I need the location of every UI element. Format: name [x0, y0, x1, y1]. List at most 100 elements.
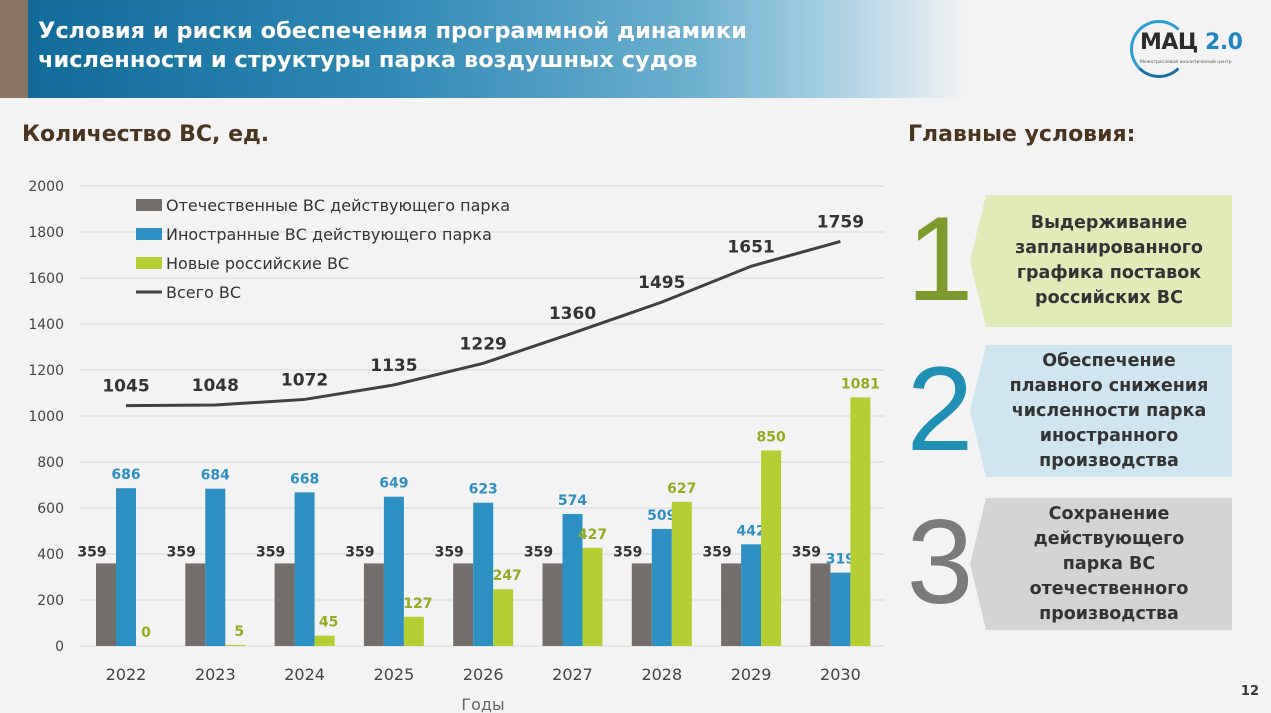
header-accent-strip [0, 0, 28, 98]
bar-2025-s3 [403, 616, 424, 646]
data-label: 509 [647, 508, 676, 524]
condition-text: Обеспечение плавного снижения численност… [1009, 350, 1209, 471]
x-tick-label: 2023 [195, 665, 236, 684]
header-banner [0, 0, 1271, 98]
data-label: 127 [403, 596, 432, 612]
title-line-1: Условия и риски обеспечения программной … [38, 18, 747, 44]
data-label: 359 [792, 544, 821, 560]
bar-2023-s3 [225, 644, 246, 646]
total-data-label: 1759 [817, 212, 864, 232]
total-data-label: 1495 [638, 273, 685, 293]
condition-text: Сохранение действующего парка ВС отечест… [1029, 503, 1189, 624]
bar-2023-s1 [185, 563, 206, 646]
bar-2024-s3 [314, 635, 335, 646]
data-label: 45 [319, 615, 338, 631]
x-tick-label: 2025 [374, 665, 415, 684]
y-tick-label: 1600 [28, 271, 64, 287]
data-label: 627 [667, 481, 696, 497]
y-tick-label: 1800 [28, 225, 64, 241]
data-label: 359 [702, 544, 731, 560]
x-tick-label: 2022 [106, 665, 147, 684]
chart: 0 200 400 600 800 1000 1200 1400 1600 1800 2000 359… [28, 179, 885, 713]
x-axis-label: Годы [461, 695, 504, 713]
y-tick-label: 600 [37, 501, 64, 517]
logo-subtitle: Межотраслевой аналитический центр [1140, 60, 1232, 65]
bar-2029-s3 [761, 450, 782, 646]
bar-2026-s1 [453, 563, 474, 646]
bar-2029-s1 [721, 563, 742, 646]
condition-number-2: 2 [906, 342, 974, 476]
x-tick-label: 2026 [463, 665, 504, 684]
y-tick-label: 1200 [28, 363, 64, 379]
data-label: 359 [167, 544, 196, 560]
total-line [125, 239, 841, 408]
chart-heading: Количество ВС, ед. [22, 122, 270, 147]
bar-2024-s1 [274, 563, 295, 646]
logo: МАЦ 2.0 Межотраслевой аналитический центр [1128, 18, 1248, 78]
condition-text: Выдерживание запланированного графика по… [1015, 213, 1203, 308]
slide-title: Условия и риски обеспечения программной … [38, 17, 747, 75]
page-number: 12 [1240, 684, 1259, 699]
data-label: 574 [558, 493, 587, 509]
legend-entry: Иностранные ВС действующего парка [166, 225, 492, 244]
legend-swatch [136, 257, 162, 269]
total-data-label: 1045 [102, 377, 149, 397]
x-tick-label: 2030 [820, 665, 861, 684]
y-tick-label: 200 [37, 593, 64, 609]
y-tick-label: 1400 [28, 317, 64, 333]
logo-ring-icon [1130, 20, 1188, 78]
data-label: 5 [234, 624, 244, 640]
x-tick-label: 2024 [284, 665, 325, 684]
x-tick-label: 2027 [552, 665, 593, 684]
legend-entry: Отечественные ВС действующего парка [166, 196, 510, 215]
data-label: 427 [578, 527, 607, 543]
condition-card-2: Обеспечение плавного снижения численност… [970, 345, 1232, 477]
total-data-label: 1229 [460, 334, 507, 354]
condition-card-1: Выдерживание запланированного графика по… [970, 195, 1232, 327]
data-label: 359 [77, 544, 106, 560]
data-label: 359 [345, 544, 374, 560]
bar-2029-s2 [741, 544, 762, 646]
data-label: 668 [290, 471, 319, 487]
bar-2026-s3 [493, 589, 514, 646]
legend-entry: Всего ВС [166, 283, 241, 302]
data-label: 850 [756, 430, 785, 446]
x-tick-label: 2028 [641, 665, 682, 684]
conditions-heading: Главные условия: [908, 122, 1136, 147]
bar-2022-s1 [96, 563, 116, 646]
bar-2022-s2 [116, 488, 136, 646]
title-line-2: численности и структуры парка воздушных … [38, 47, 698, 73]
bar-2025-s2 [383, 496, 404, 646]
total-data-label: 1360 [549, 304, 596, 324]
data-label: 649 [379, 476, 408, 492]
bar-2030-s1 [810, 563, 831, 646]
y-tick-label: 0 [55, 639, 64, 655]
data-label: 359 [524, 544, 553, 560]
total-data-label: 1651 [727, 237, 774, 257]
condition-card-3: Сохранение действующего парка ВС отечест… [970, 498, 1232, 630]
y-tick-label: 2000 [28, 179, 64, 195]
condition-number-1: 1 [906, 192, 974, 326]
data-label: 359 [435, 544, 464, 560]
logo-version: 2.0 [1205, 30, 1243, 55]
y-tick-label: 1000 [28, 409, 64, 425]
data-label: 442 [736, 523, 765, 539]
bar-2027-s2 [562, 513, 583, 646]
bar-2028-s1 [631, 563, 652, 646]
data-label: 0 [141, 625, 151, 641]
bar-2025-s1 [363, 563, 384, 646]
data-label: 684 [201, 468, 230, 484]
data-label: 247 [493, 568, 522, 584]
bar-2030-s2 [830, 572, 851, 646]
data-label: 1081 [841, 376, 880, 392]
legend-entry: Новые российские ВС [166, 254, 349, 273]
bar-2030-s3 [850, 397, 871, 646]
bar-2023-s2 [205, 488, 226, 646]
total-data-label: 1048 [192, 376, 239, 396]
data-label: 359 [256, 544, 285, 560]
bar-2028-s2 [651, 528, 672, 646]
total-data-label: 1072 [281, 370, 328, 390]
bar-2024-s2 [294, 492, 315, 646]
data-label: 359 [613, 544, 642, 560]
data-label: 319 [826, 552, 855, 568]
